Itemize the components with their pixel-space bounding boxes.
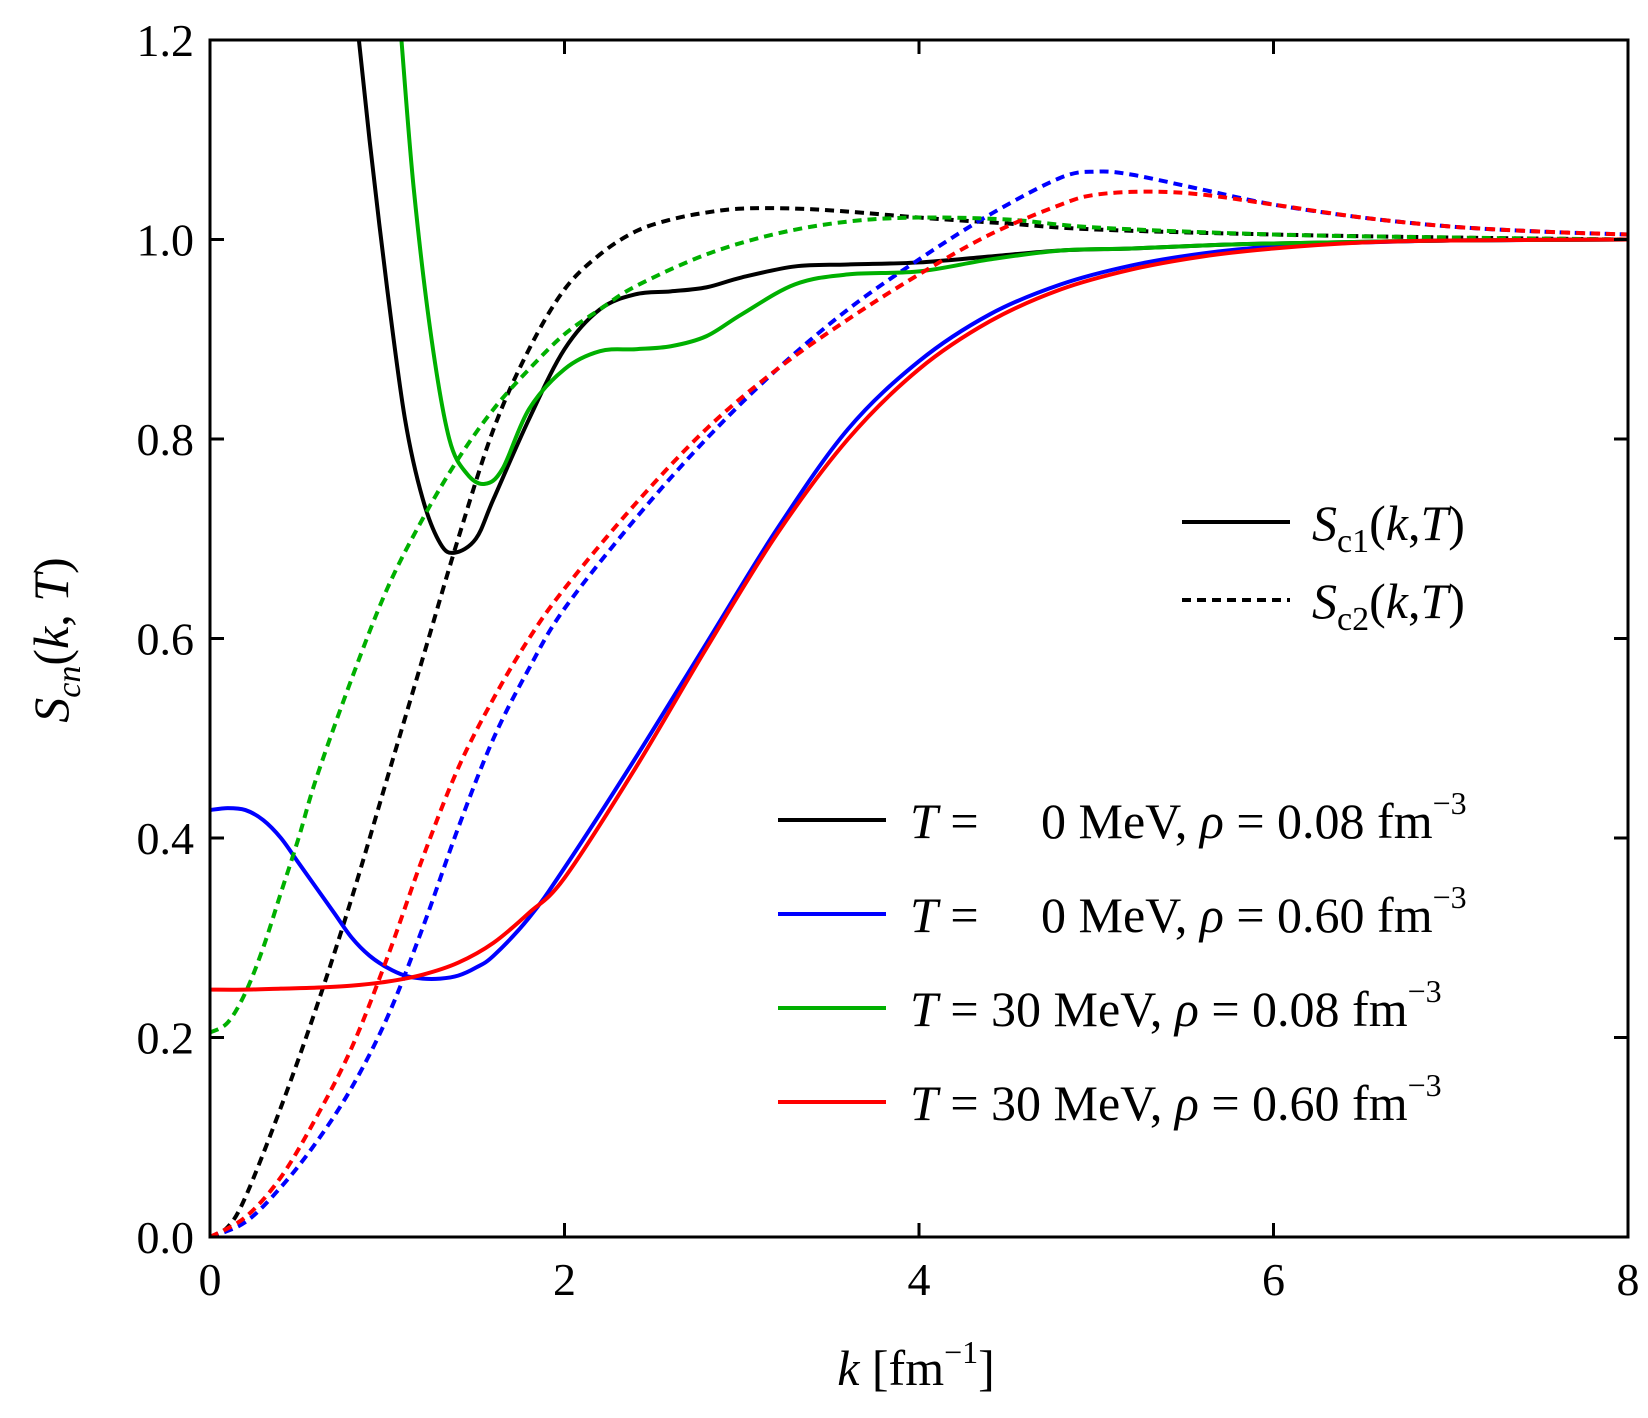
y-tick-label: 0.8: [137, 414, 195, 465]
legend-label-3: T = 30 MeV, ρ = 0.60 fm−3: [910, 1067, 1442, 1131]
series-line-7: [210, 189, 1628, 1237]
y-tick-label: 0.4: [137, 813, 195, 864]
y-tick-label: 1.2: [137, 15, 195, 66]
x-axis-title: k [fm−1]: [837, 1334, 995, 1396]
x-tick-label: 0: [199, 1254, 222, 1305]
ticks-layer: 0 2 4 6 8 0.0 0.2 0.4 0.6 0.8 1.0 1.2: [137, 15, 1640, 1305]
series-legend: T = 0 MeV, ρ = 0.08 fm−3 T = 0 MeV, ρ = 0…: [778, 785, 1467, 1131]
legend-label-0: T = 0 MeV, ρ = 0.08 fm−3: [910, 785, 1467, 849]
series-line-2: [210, 237, 1628, 982]
x-tick-label: 6: [1262, 1254, 1285, 1305]
series-line-3: [210, 169, 1628, 1237]
x-tick-label: 2: [553, 1254, 576, 1305]
series-line-4: [399, 40, 1628, 487]
x-tick-label: 8: [1617, 1254, 1640, 1305]
legend-label-1: T = 0 MeV, ρ = 0.60 fm−3: [910, 879, 1467, 943]
style-legend: Sc1(k,T) Sc2(k,T): [1182, 495, 1465, 638]
series-layer: [210, 40, 1628, 1237]
style-legend-solid-label: Sc1(k,T): [1312, 495, 1465, 560]
y-tick-label: 0.6: [137, 614, 195, 665]
y-tick-label: 1.0: [137, 215, 195, 266]
series-line-6: [210, 237, 1628, 992]
x-tick-label: 4: [908, 1254, 931, 1305]
y-tick-label: 0.0: [137, 1212, 195, 1263]
y-tick-label: 0.2: [137, 1013, 195, 1064]
series-line-5: [210, 215, 1628, 1035]
series-line-0: [356, 40, 1628, 555]
y-axis-title: Scn(k, T): [23, 557, 88, 722]
legend-label-2: T = 30 MeV, ρ = 0.08 fm−3: [910, 973, 1442, 1037]
style-legend-dashed-label: Sc2(k,T): [1312, 573, 1465, 638]
